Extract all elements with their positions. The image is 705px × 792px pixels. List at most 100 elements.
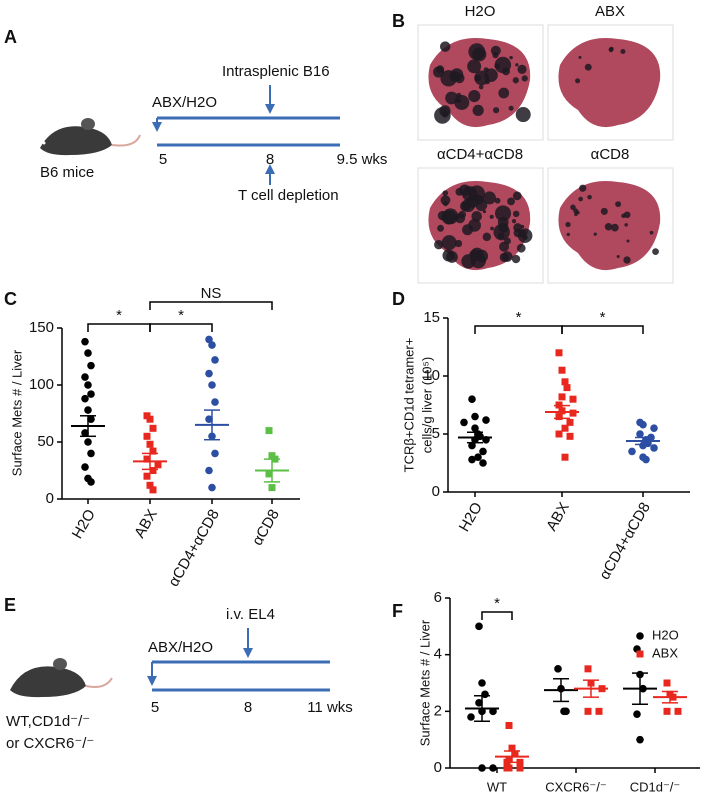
metastasis bbox=[440, 195, 451, 206]
metastasis bbox=[489, 214, 494, 219]
metastasis bbox=[467, 59, 482, 74]
data-point bbox=[478, 679, 486, 687]
data-point bbox=[81, 337, 89, 346]
x-tick-label: CXCR6⁻/⁻ bbox=[545, 779, 606, 792]
data-point bbox=[633, 710, 641, 718]
data-point bbox=[211, 356, 219, 364]
metastasis bbox=[450, 68, 464, 81]
metastasis bbox=[439, 41, 451, 52]
data-point bbox=[511, 750, 519, 758]
y-axis-label: Surface Mets # / Liver bbox=[9, 349, 24, 476]
metastasis bbox=[593, 232, 597, 236]
data-point bbox=[87, 478, 95, 486]
data-point bbox=[143, 472, 151, 480]
event-label: i.v. EL4 bbox=[226, 606, 275, 623]
significance-bracket bbox=[561, 325, 644, 334]
data-point bbox=[81, 394, 89, 403]
data-point bbox=[154, 461, 162, 469]
data-point bbox=[468, 395, 476, 404]
liver-images bbox=[417, 24, 674, 284]
significance-label: * bbox=[516, 309, 522, 326]
metastasis bbox=[616, 254, 620, 259]
metastasis bbox=[623, 211, 631, 219]
metastasis bbox=[515, 106, 531, 123]
timepoint: 11 wks bbox=[307, 699, 353, 716]
data-point bbox=[81, 429, 89, 437]
panel-letter: D bbox=[392, 289, 405, 309]
metastasis bbox=[511, 254, 521, 264]
data-point bbox=[555, 430, 563, 438]
metastasis bbox=[518, 229, 527, 238]
metastasis bbox=[578, 55, 582, 59]
data-point bbox=[87, 390, 95, 398]
data-point bbox=[81, 373, 89, 381]
x-tick-label: CD1d⁻/⁻ bbox=[630, 779, 681, 792]
significance-bracket bbox=[87, 323, 151, 332]
metastasis bbox=[498, 87, 510, 99]
significance-label: NS bbox=[201, 285, 222, 302]
metastasis bbox=[442, 208, 459, 225]
data-point bbox=[467, 713, 475, 721]
metastasis bbox=[652, 248, 659, 256]
data-point bbox=[566, 418, 574, 426]
mouse-label: or CXCR6⁻/⁻ bbox=[6, 735, 94, 752]
metastasis bbox=[509, 55, 513, 60]
image-label: αCD4+αCD8 bbox=[437, 146, 523, 163]
metastasis bbox=[575, 78, 581, 84]
y-tick-label: 0 bbox=[46, 490, 54, 507]
data-point bbox=[516, 764, 524, 772]
data-point bbox=[265, 427, 273, 435]
metastasis bbox=[626, 239, 630, 243]
metastasis bbox=[490, 226, 494, 231]
metastasis bbox=[454, 239, 463, 248]
data-point bbox=[479, 447, 487, 456]
legend-marker bbox=[636, 650, 644, 658]
metastasis bbox=[494, 197, 501, 204]
timepoint: 5 bbox=[151, 699, 159, 716]
x-tick-label: H2O bbox=[69, 506, 99, 541]
y-tick-label: 5 bbox=[432, 425, 440, 442]
data-point bbox=[87, 361, 95, 370]
metastasis bbox=[472, 47, 487, 62]
treatment-label: ABX/H2O bbox=[148, 639, 213, 656]
data-point bbox=[84, 438, 92, 446]
data-point bbox=[508, 744, 516, 752]
data-point bbox=[639, 420, 647, 429]
y-tick-label: 4 bbox=[434, 646, 442, 663]
data-point bbox=[489, 764, 497, 772]
y-tick-label: 15 bbox=[423, 309, 440, 326]
significance-label: * bbox=[178, 307, 184, 324]
data-point bbox=[674, 707, 682, 715]
data-point bbox=[460, 418, 468, 427]
metastasis bbox=[520, 224, 525, 229]
metastasis bbox=[468, 90, 481, 103]
metastasis bbox=[458, 210, 467, 219]
metastasis bbox=[495, 205, 512, 222]
metastasis bbox=[512, 210, 520, 218]
data-point bbox=[84, 406, 92, 414]
metastasis bbox=[570, 204, 576, 210]
data-point bbox=[149, 467, 157, 474]
data-point bbox=[505, 722, 513, 729]
data-point bbox=[628, 447, 636, 456]
data-point bbox=[561, 378, 569, 386]
metastasis bbox=[576, 210, 580, 215]
data-point bbox=[650, 444, 658, 452]
metastasis bbox=[507, 197, 515, 206]
data-point bbox=[208, 381, 216, 389]
data-point bbox=[205, 466, 213, 475]
metastasis bbox=[443, 201, 449, 207]
metastasis bbox=[437, 224, 445, 232]
data-point bbox=[81, 463, 89, 471]
metastasis bbox=[565, 221, 571, 228]
metastasis bbox=[478, 84, 484, 90]
data-point bbox=[650, 424, 658, 433]
data-point bbox=[554, 665, 562, 673]
data-point bbox=[562, 707, 570, 716]
x-tick-label: ABX bbox=[131, 506, 161, 540]
significance-bracket bbox=[474, 325, 563, 334]
data-point bbox=[569, 409, 577, 417]
y-axis-label: Surface Mets # / Liver bbox=[417, 619, 432, 746]
metastasis bbox=[460, 201, 471, 212]
y-tick-label: 10 bbox=[423, 367, 440, 384]
